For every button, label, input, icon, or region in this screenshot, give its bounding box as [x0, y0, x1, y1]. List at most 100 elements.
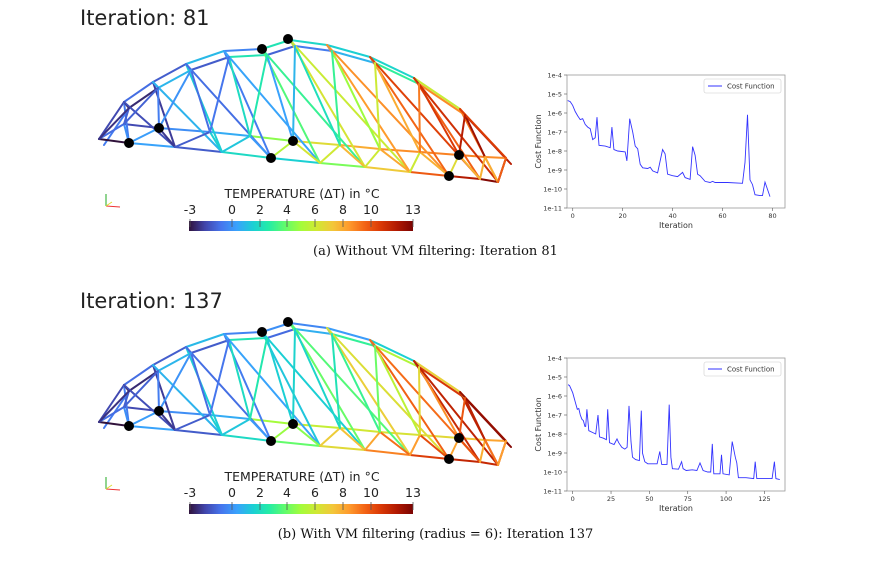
truss-member: [374, 62, 420, 85]
plot-frame: [566, 74, 786, 209]
truss-member: [374, 345, 421, 436]
colorbar-tick: 8: [339, 485, 347, 500]
colorbar-tick: 0: [228, 202, 236, 217]
support-node: [454, 150, 464, 160]
truss-member: [331, 333, 376, 347]
truss-member: [289, 322, 328, 329]
truss-member: [185, 346, 223, 436]
y-tick-label: 1e-6: [547, 110, 562, 118]
colorbar-tick: -3: [183, 485, 197, 500]
truss-member: [479, 439, 486, 463]
truss-bridge-render: [98, 34, 512, 231]
truss-member: [123, 390, 130, 408]
truss-member: [123, 81, 154, 103]
truss-member: [158, 352, 192, 412]
truss-member: [228, 54, 268, 58]
x-tick-label: 0: [571, 495, 575, 503]
truss-member: [249, 54, 268, 137]
truss-member: [185, 50, 225, 65]
panel-without-filtering: Iteration: 81 TEMPERATURE (ΔT) in °C -3 …: [80, 6, 786, 259]
truss-member: [152, 63, 187, 83]
x-tick-label: 125: [758, 495, 770, 503]
y-tick-label: 1e-9: [547, 450, 562, 458]
truss-member: [152, 364, 176, 431]
figure-caption: (a) Without VM filtering: Iteration 81: [313, 244, 558, 259]
truss-member: [223, 50, 321, 164]
truss-member: [98, 107, 130, 140]
truss-member: [458, 154, 481, 180]
truss-member: [98, 123, 125, 140]
x-tick-label: 25: [607, 495, 615, 503]
truss-member: [98, 421, 130, 427]
truss-member: [209, 414, 223, 436]
colorbar-tick: 2: [256, 202, 264, 217]
y-tick-label: 1e-10: [543, 186, 562, 194]
truss-member: [289, 39, 328, 46]
truss-member: [413, 77, 461, 110]
truss-member: [497, 157, 507, 183]
y-axis-label: Cost Function: [534, 114, 543, 168]
truss-member: [294, 45, 333, 52]
truss-member: [98, 406, 125, 423]
x-tick-label: 100: [720, 495, 732, 503]
truss-member: [339, 427, 366, 451]
truss-member: [479, 461, 499, 466]
colorbar-title: TEMPERATURE (ΔT) in °C: [224, 186, 380, 201]
truss-member: [209, 131, 251, 137]
truss-member: [319, 144, 341, 164]
truss-member: [458, 397, 466, 439]
colorbar-tick: -3: [183, 202, 197, 217]
truss-member: [319, 162, 366, 168]
colorbar-tick: 10: [363, 485, 379, 500]
truss-member: [228, 56, 251, 137]
truss-member: [319, 445, 366, 451]
legend-label: Cost Function: [727, 366, 775, 374]
truss-member: [326, 44, 450, 177]
truss-member: [157, 352, 192, 372]
truss-member: [223, 48, 263, 52]
truss-member: [98, 101, 125, 140]
truss-member: [128, 127, 160, 144]
truss-member: [249, 135, 272, 159]
iteration-title: Iteration: 81: [80, 6, 210, 30]
truss-member: [128, 142, 176, 148]
x-tick-label: 40: [668, 212, 676, 220]
truss-member: [221, 151, 272, 159]
truss-member: [157, 87, 160, 129]
truss-bridge-render: [98, 317, 512, 514]
truss-member: [209, 131, 223, 153]
support-node: [283, 34, 293, 44]
truss-member: [261, 48, 366, 168]
colorbar-tick: 10: [363, 202, 379, 217]
cost-function-chart: 1e-11 1e-10 1e-9 1e-8 1e-7 1e-6 1e-5 1e-4 0 25 50 7…: [534, 355, 786, 513]
y-tick-label: 1e-7: [547, 412, 562, 420]
truss-member: [418, 83, 421, 153]
truss-member: [364, 148, 381, 168]
colorbar-tick: 6: [311, 485, 319, 500]
cost-function-line: [567, 100, 771, 197]
truss-member: [484, 156, 507, 159]
truss-member: [128, 425, 176, 431]
truss-member: [98, 390, 130, 423]
support-node: [257, 44, 267, 54]
truss-member: [249, 418, 272, 442]
y-tick-label: 1e-4: [547, 355, 562, 363]
truss-member: [374, 345, 420, 368]
truss-member: [379, 431, 421, 436]
figure-caption: (b) With VM filtering (radius = 6): Iter…: [277, 527, 594, 542]
truss-member: [319, 427, 341, 447]
truss-member: [128, 370, 159, 392]
legend-box: [703, 78, 782, 94]
y-tick-label: 1e-11: [543, 205, 562, 213]
truss-member: [157, 69, 192, 89]
truss-member: [418, 366, 466, 399]
truss-member: [292, 328, 296, 425]
truss-member: [369, 56, 450, 177]
truss-member: [266, 45, 296, 56]
y-axis-label: Cost Function: [534, 397, 543, 451]
y-tick-label: 1e-6: [547, 393, 562, 401]
truss-member: [123, 87, 159, 125]
truss-member: [339, 144, 366, 168]
support-node: [266, 436, 276, 446]
truss-member: [270, 440, 321, 447]
